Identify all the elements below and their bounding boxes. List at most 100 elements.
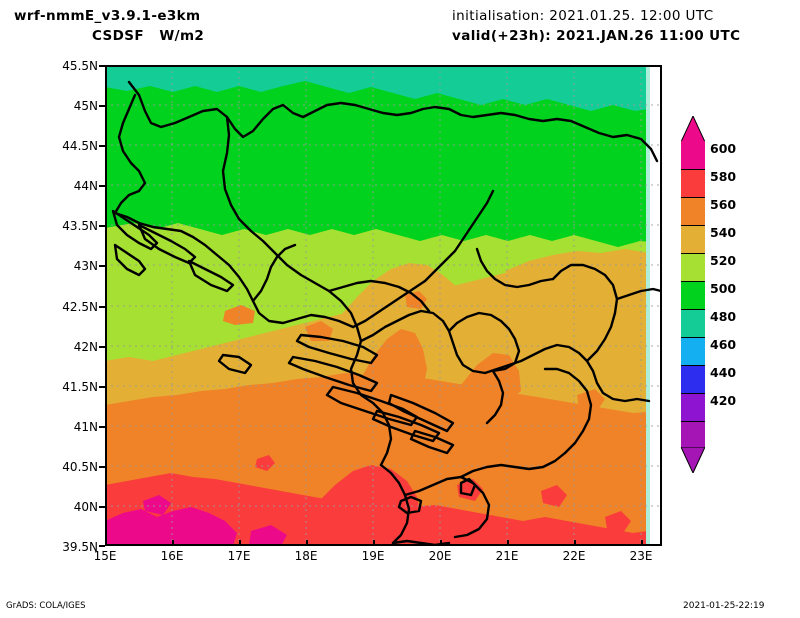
border-macedonia-north <box>459 451 567 479</box>
ytick-label-42.5N: 42.5N <box>62 300 98 314</box>
ytick-label-45N: 45N <box>73 99 98 113</box>
ytick-mark <box>99 466 105 468</box>
xtick-label-17E: 17E <box>227 549 251 563</box>
colorbar-segment-520-540[interactable] <box>681 253 705 281</box>
xtick-label-19E: 20E <box>428 549 452 563</box>
island-krk <box>137 223 197 265</box>
ytick-label-45.5N: 45.5N <box>62 59 98 73</box>
colorbar-label-440: 440 <box>710 365 737 380</box>
island-peljesac <box>387 393 455 433</box>
border-slovenia-croatia <box>113 93 147 215</box>
contour-field <box>105 65 662 546</box>
island-hvar <box>325 385 419 427</box>
colorbar-segment-500-520[interactable] <box>681 281 705 309</box>
ytick-label-40N: 40N <box>73 500 98 514</box>
ytick-mark <box>99 265 105 267</box>
band-580-600-patch-a <box>457 479 483 501</box>
domain-edge-sliver <box>646 65 650 546</box>
colorbar-label-460: 460 <box>710 337 737 352</box>
coastline-and-borders <box>111 80 662 546</box>
colorbar-label-520: 520 <box>710 253 737 268</box>
ytick-mark <box>99 506 105 508</box>
border-danube-east <box>615 287 662 301</box>
border-romania-danube <box>551 263 619 363</box>
ytick-mark <box>99 145 105 147</box>
border-albania-east <box>403 475 491 539</box>
xtick-mark <box>306 540 308 546</box>
island-rab <box>113 243 147 277</box>
xtick-mark <box>440 540 442 546</box>
lake-ohrid <box>459 477 477 497</box>
colorbar-segment-480-500[interactable] <box>681 309 705 337</box>
ytick-label-39.5N: 39.5N <box>62 540 98 554</box>
xtick-label-23E: 23E <box>629 549 653 563</box>
variable-title: CSDSF W/m2 <box>92 28 205 44</box>
ytick-label-44.5N: 44.5N <box>62 139 98 153</box>
ytick-label-41N: 41N <box>73 420 98 434</box>
map-plot-area <box>105 65 662 546</box>
ytick-mark <box>99 225 105 227</box>
island-korcula <box>371 409 441 443</box>
xtick-label-15E: 15E <box>93 549 117 563</box>
band-above-600-patch2 <box>249 525 287 546</box>
xtick-mark <box>641 540 643 546</box>
border-macedonia-east <box>543 367 593 455</box>
ytick-mark <box>99 386 105 388</box>
band-580-600-patch-b <box>541 485 567 507</box>
ytick-label-41.5N: 41.5N <box>62 380 98 394</box>
colorbar-above-max-arrow <box>681 116 705 142</box>
xtick-label-16E: 16E <box>160 549 184 563</box>
ytick-label-43N: 43N <box>73 259 98 273</box>
coastline-montenegro-albania <box>379 463 411 545</box>
colorbar-segment-above-600[interactable] <box>681 141 705 169</box>
colorbar-segment-440-460[interactable] <box>681 365 705 393</box>
xtick-label-19E: 19E <box>361 549 385 563</box>
coastline-dalmatia <box>351 189 495 329</box>
colorbar[interactable] <box>681 141 705 447</box>
border-north <box>127 80 659 163</box>
colorbar-segment-460-480[interactable] <box>681 337 705 365</box>
colorbar-label-600: 600 <box>710 141 737 156</box>
island-brac <box>287 355 379 393</box>
xtick-mark <box>507 540 509 546</box>
lake-skadar <box>397 495 423 515</box>
ytick-mark <box>99 545 105 547</box>
xtick-mark <box>172 540 174 546</box>
xtick-mark <box>105 540 107 546</box>
border-bosnia-west <box>251 243 297 303</box>
ytick-mark <box>99 65 105 67</box>
band-560-580-finger-central <box>360 329 427 391</box>
colorbar-segment-560-580[interactable] <box>681 197 705 225</box>
border-serbia-northeast <box>475 247 555 289</box>
colorbar-below-min-arrow <box>681 447 705 473</box>
colorbar-segment-420-440[interactable] <box>681 393 705 421</box>
border-detail-kosovo-south <box>485 369 505 425</box>
filled-contour-bands <box>105 65 662 546</box>
colorbar-segment-below-420[interactable] <box>681 421 705 447</box>
colorbar-segment-580-600[interactable] <box>681 169 705 197</box>
island-vis <box>217 353 253 375</box>
island-dugi-otok <box>295 333 379 365</box>
colorbar-label-420: 420 <box>710 393 737 408</box>
colorbar-label-480: 480 <box>710 309 737 324</box>
band-500-520 <box>105 81 662 247</box>
band-580-600-patch-c <box>605 511 631 533</box>
initialisation-time: initialisation: 2021.01.25. 12:00 UTC <box>452 8 714 24</box>
ytick-label-44N: 44N <box>73 179 98 193</box>
ytick-label-40.5N: 40.5N <box>62 460 98 474</box>
xtick-mark <box>574 540 576 546</box>
band-above-600 <box>105 507 237 546</box>
ytick-mark <box>99 105 105 107</box>
colorbar-segment-540-560[interactable] <box>681 225 705 253</box>
xtick-label-18E: 18E <box>294 549 318 563</box>
colorbar-label-560: 560 <box>710 197 737 212</box>
island-pag <box>187 259 235 293</box>
band-580-600-lobe-south <box>317 465 421 541</box>
band-560-580-patch-1 <box>223 305 255 325</box>
band-560-580-patch-3 <box>405 291 427 309</box>
band-560-580-patch-4 <box>577 389 605 411</box>
border-bosnia-serbia <box>327 289 393 467</box>
band-above-600-patch <box>143 495 171 515</box>
colorbar-label-580: 580 <box>710 169 737 184</box>
ytick-label-43.5N: 43.5N <box>62 219 98 233</box>
